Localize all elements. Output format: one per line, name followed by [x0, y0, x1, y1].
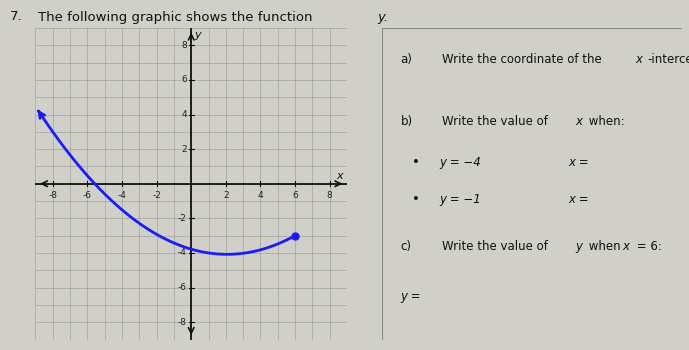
Text: 4: 4 [258, 191, 263, 199]
Text: 6: 6 [181, 75, 187, 84]
Text: x: x [636, 53, 643, 66]
Text: x: x [576, 115, 583, 128]
Text: 4: 4 [181, 110, 187, 119]
Text: Write the coordinate of the: Write the coordinate of the [442, 53, 606, 66]
Text: y: y [194, 30, 200, 40]
Text: -intercept:: -intercept: [648, 53, 689, 66]
Text: 2: 2 [181, 145, 187, 154]
Text: -2: -2 [152, 191, 161, 199]
Text: when:: when: [585, 115, 624, 128]
Text: 2: 2 [223, 191, 229, 199]
Text: y = −1: y = −1 [440, 193, 481, 206]
Text: x: x [622, 240, 629, 253]
Text: Write the value of: Write the value of [442, 240, 552, 253]
Text: 6: 6 [292, 191, 298, 199]
Text: when: when [585, 240, 624, 253]
Text: -6: -6 [83, 191, 92, 199]
Text: Write the value of: Write the value of [442, 115, 552, 128]
Text: y.: y. [378, 10, 389, 23]
Text: •: • [412, 193, 420, 206]
Text: -4: -4 [178, 248, 187, 258]
Text: •: • [412, 156, 420, 169]
Text: c): c) [400, 240, 411, 253]
Text: x =: x = [568, 193, 589, 206]
Text: x =: x = [568, 156, 589, 169]
Text: The following graphic shows the function: The following graphic shows the function [38, 10, 317, 23]
Text: y: y [576, 240, 583, 253]
Text: -4: -4 [118, 191, 126, 199]
Text: 8: 8 [327, 191, 333, 199]
Text: b): b) [400, 115, 413, 128]
Text: -8: -8 [48, 191, 57, 199]
Text: 8: 8 [181, 41, 187, 50]
Text: a): a) [400, 53, 412, 66]
Text: y =: y = [400, 290, 421, 303]
Text: x: x [337, 171, 343, 181]
Text: = 6:: = 6: [633, 240, 661, 253]
Text: -2: -2 [178, 214, 187, 223]
Text: -6: -6 [178, 283, 187, 292]
Text: -8: -8 [178, 318, 187, 327]
Text: 7.: 7. [10, 10, 23, 23]
Text: y = −4: y = −4 [440, 156, 481, 169]
